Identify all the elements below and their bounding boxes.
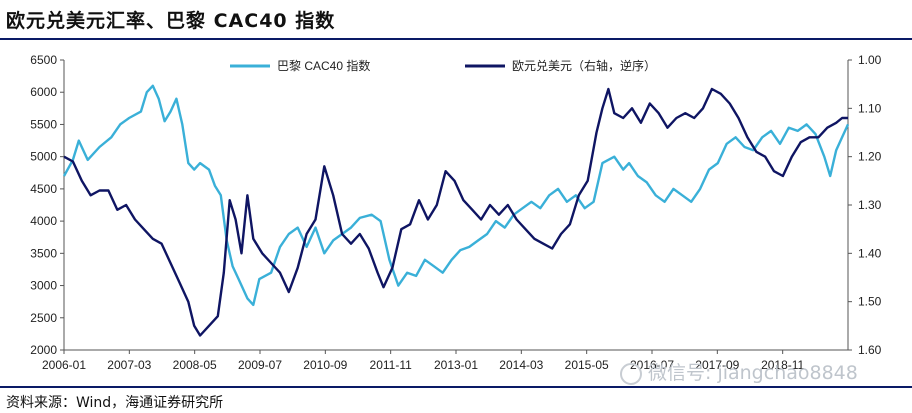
left-tick-label: 5500	[30, 117, 57, 131]
legend-label-eurusd: 欧元兑美元（右轴，逆序）	[512, 58, 656, 73]
wechat-icon	[620, 362, 642, 385]
watermark-text: 微信号: jiangchao8848	[648, 362, 858, 384]
x-tick-label: 2006-01	[42, 358, 86, 372]
right-tick-label: 1.50	[858, 295, 882, 309]
right-tick-label: 1.60	[858, 343, 882, 357]
source-rule	[0, 386, 912, 388]
right-tick-label: 1.20	[858, 150, 882, 164]
x-tick-label: 2013-01	[434, 358, 478, 372]
right-tick-label: 1.30	[858, 198, 882, 212]
chart-legend: 巴黎 CAC40 指数 欧元兑美元（右轴，逆序）	[230, 58, 656, 73]
legend-label-cac40: 巴黎 CAC40 指数	[277, 58, 370, 73]
left-tick-label: 5000	[30, 150, 57, 164]
chart-axes: 2000 2500 3000 3500 4000 4500 5000 5500 6000 6500…	[30, 53, 881, 372]
x-tick-label: 2011-11	[370, 358, 413, 372]
watermark: 微信号: jiangchao8848	[620, 358, 858, 385]
x-tick-label: 2007-03	[107, 358, 151, 372]
right-tick-label: 1.10	[858, 101, 882, 115]
x-tick-label: 2008-05	[173, 358, 217, 372]
left-tick-label: 2000	[30, 343, 57, 357]
left-tick-label: 3500	[30, 246, 57, 260]
x-tick-label: 2014-03	[499, 358, 543, 372]
chart-lines	[62, 84, 850, 337]
x-tick-label: 2017-09	[695, 358, 739, 372]
right-tick-label: 1.40	[858, 246, 882, 260]
left-tick-label: 3000	[30, 279, 57, 293]
title-rule	[0, 38, 912, 40]
left-tick-label: 4000	[30, 214, 57, 228]
x-tick-label: 2016-07	[630, 358, 674, 372]
chart-title: 欧元兑美元汇率、巴黎 CAC40 指数	[6, 10, 336, 32]
left-tick-label: 6000	[30, 85, 57, 99]
x-tick-label: 2015-05	[565, 358, 609, 372]
x-tick-label: 2018-11	[761, 358, 804, 372]
left-tick-label: 2500	[30, 311, 57, 325]
left-tick-label: 4500	[30, 182, 57, 196]
right-tick-label: 1.00	[858, 53, 882, 67]
x-tick-label: 2009-07	[238, 358, 282, 372]
x-tick-label: 2010-09	[303, 358, 347, 372]
source-note: 资料来源：Wind，海通证券研究所	[6, 395, 224, 411]
series-line-cac40	[62, 84, 850, 307]
series-line-eurusd	[63, 87, 848, 337]
left-tick-label: 6500	[30, 53, 57, 67]
